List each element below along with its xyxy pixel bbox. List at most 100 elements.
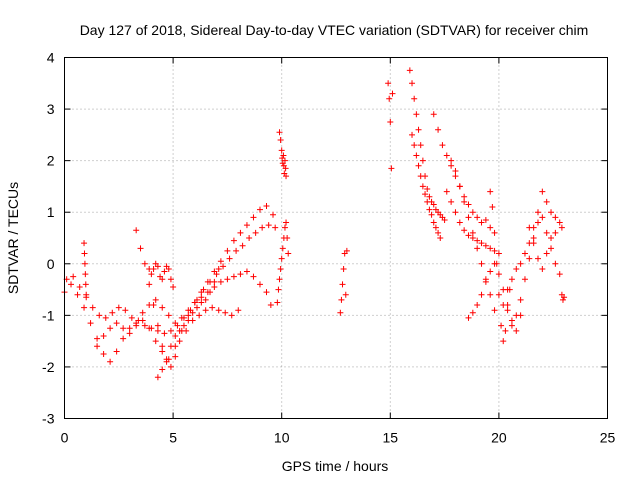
- data-point: [552, 214, 559, 221]
- data-point: [207, 289, 214, 296]
- x-axis-label: GPS time / hours: [282, 458, 389, 474]
- data-point: [495, 250, 502, 257]
- plot-frame: [64, 57, 608, 419]
- data-point: [448, 157, 455, 164]
- data-point: [526, 224, 533, 231]
- data-point: [487, 268, 494, 275]
- chart-title: Day 127 of 2018, Sidereal Day-to-day VTE…: [80, 22, 589, 38]
- data-point: [491, 247, 498, 254]
- data-point: [478, 219, 485, 226]
- data-point: [491, 307, 498, 314]
- data-point: [409, 80, 416, 87]
- data-point: [426, 206, 433, 213]
- data-point: [439, 142, 446, 149]
- data-point: [491, 229, 498, 236]
- data-point: [274, 299, 281, 306]
- data-point: [159, 348, 166, 355]
- data-point: [452, 173, 459, 180]
- series-arc-o: [443, 188, 502, 257]
- data-point: [198, 294, 205, 301]
- data-point: [277, 137, 284, 144]
- data-point: [211, 278, 218, 285]
- grid-layer: [64, 57, 608, 419]
- series-arc-s: [500, 188, 565, 309]
- data-point: [146, 281, 153, 288]
- data-point: [530, 240, 537, 247]
- data-point: [539, 265, 546, 272]
- data-point: [172, 353, 179, 360]
- data-point: [70, 273, 77, 280]
- data-point: [461, 193, 468, 200]
- data-point: [281, 157, 288, 164]
- data-point: [133, 227, 140, 234]
- data-point: [424, 186, 431, 193]
- data-point: [285, 250, 292, 257]
- data-point: [424, 198, 431, 205]
- y-tick-label: 2: [47, 153, 55, 169]
- data-point: [81, 260, 88, 267]
- data-point: [243, 268, 250, 275]
- data-point: [74, 291, 81, 298]
- data-point: [81, 240, 88, 247]
- data-point: [448, 198, 455, 205]
- data-point: [165, 265, 172, 272]
- data-point: [272, 224, 279, 231]
- data-point: [474, 214, 481, 221]
- data-point: [178, 314, 185, 321]
- data-point: [487, 245, 494, 252]
- series-arc-c: [94, 268, 274, 350]
- data-point: [217, 278, 224, 285]
- data-point: [154, 327, 161, 334]
- data-point: [126, 325, 133, 332]
- data-point: [141, 260, 148, 267]
- data-point: [185, 307, 192, 314]
- x-tick-label: 0: [61, 430, 69, 446]
- series-arc-r: [487, 188, 513, 345]
- marks-layer: [61, 67, 568, 381]
- data-point: [411, 95, 418, 102]
- data-point: [278, 255, 285, 262]
- data-point: [426, 193, 433, 200]
- data-point: [193, 304, 200, 311]
- data-point: [239, 242, 246, 249]
- data-point: [283, 173, 290, 180]
- data-point: [430, 111, 437, 118]
- data-point: [94, 343, 101, 350]
- data-point: [154, 263, 161, 270]
- data-point: [482, 278, 489, 285]
- data-point: [500, 302, 507, 309]
- data-point: [100, 351, 107, 358]
- data-point: [159, 304, 166, 311]
- data-point: [243, 222, 250, 229]
- series-arc-m: [409, 131, 444, 241]
- data-point: [152, 338, 159, 345]
- data-point: [487, 188, 494, 195]
- data-point: [504, 286, 511, 293]
- data-point: [172, 320, 179, 327]
- data-point: [137, 245, 144, 252]
- data-point: [517, 296, 524, 303]
- data-point: [275, 286, 282, 293]
- data-point: [133, 322, 140, 329]
- data-point: [435, 229, 442, 236]
- data-point: [107, 358, 114, 365]
- data-point: [159, 366, 166, 373]
- data-point: [107, 325, 114, 332]
- data-point: [465, 232, 472, 239]
- data-point: [276, 276, 283, 283]
- data-point: [235, 307, 242, 314]
- data-point: [406, 67, 413, 74]
- data-point: [548, 235, 555, 241]
- data-point: [279, 155, 286, 162]
- data-point: [213, 271, 220, 278]
- data-point: [250, 273, 257, 280]
- data-point: [167, 327, 174, 334]
- data-point: [469, 235, 476, 241]
- data-point: [430, 219, 437, 226]
- data-point: [413, 111, 420, 118]
- data-point: [482, 216, 489, 223]
- data-point: [220, 263, 227, 270]
- data-point: [102, 314, 109, 321]
- data-point: [167, 343, 174, 350]
